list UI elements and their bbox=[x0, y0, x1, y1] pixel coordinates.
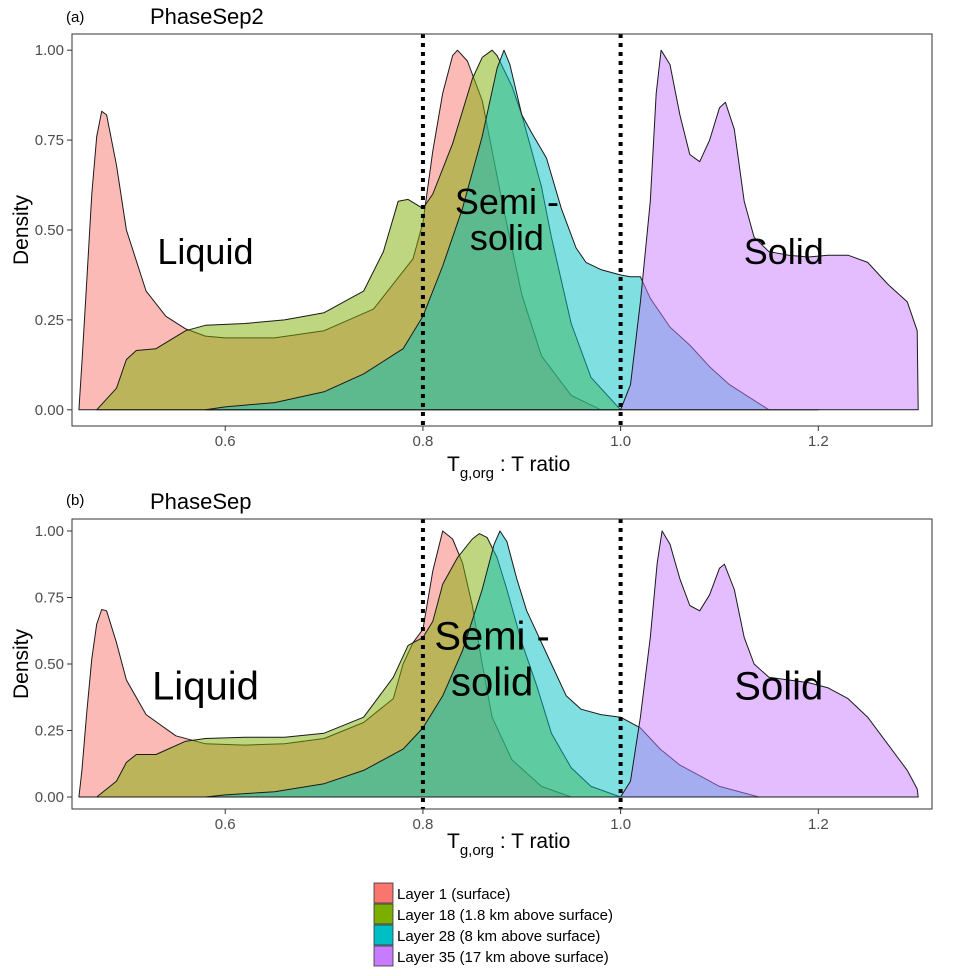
panel-a-y-axis-title: Density bbox=[10, 194, 33, 265]
legend: Layer 1 (surface) Layer 18 (1.8 km above… bbox=[373, 882, 613, 967]
panel-b-y-tick-label: 0.75 bbox=[35, 589, 64, 606]
panel-a-y-tick-label: 1.00 bbox=[35, 42, 64, 59]
legend-label-layer-28: Layer 28 (8 km above surface) bbox=[397, 928, 600, 945]
panel-a-x-axis: 0.6 0.8 1.0 1.2 bbox=[215, 426, 829, 450]
legend-swatch-layer-28 bbox=[373, 924, 394, 946]
panel-a-x-tick-label: 1.0 bbox=[610, 433, 631, 450]
legend-swatch-layer-18 bbox=[373, 903, 394, 925]
legend-swatch-layer-35 bbox=[373, 945, 394, 967]
panel-b-y-tick-label: 0.25 bbox=[35, 723, 64, 740]
panel-b-x-axis-title-subscript: g,org bbox=[460, 842, 494, 859]
panel-a-x-tick-label: 0.6 bbox=[215, 433, 236, 450]
panel-b-region-label: solid bbox=[451, 661, 533, 705]
panel-b-x-tick-label: 1.0 bbox=[610, 816, 631, 833]
panel-b-tag: (b) bbox=[66, 492, 84, 509]
panel-b-y-axis-title: Density bbox=[10, 628, 33, 699]
panel-a-y-tick-label: 0.25 bbox=[35, 312, 64, 329]
panel-b-x-axis: 0.6 0.8 1.0 1.2 bbox=[215, 809, 829, 833]
panel-b-reference-lines bbox=[420, 519, 623, 809]
panel-b-x-tick-label: 1.2 bbox=[808, 816, 829, 833]
panel-b-region-labels: Liquid Semi -solid Solid bbox=[152, 615, 823, 709]
panel-a-region-label: Semi - bbox=[455, 181, 559, 222]
legend-item: Layer 18 (1.8 km above surface) bbox=[373, 903, 613, 925]
panel-b-y-tick-label: 1.00 bbox=[35, 523, 64, 540]
legend-label-layer-35: Layer 35 (17 km above surface) bbox=[397, 949, 609, 966]
panel-a-x-axis-title: Tg,org : T ratio bbox=[447, 453, 570, 482]
panel-a-reference-lines bbox=[420, 34, 623, 426]
panel-b-y-axis: 0.00 0.25 0.50 0.75 1.00 bbox=[35, 523, 72, 806]
legend-label-layer-18: Layer 18 (1.8 km above surface) bbox=[397, 907, 613, 924]
panel-a-region-label: solid bbox=[470, 217, 544, 258]
panel-a-y-tick-label: 0.75 bbox=[35, 132, 64, 149]
panel-a-x-axis-title-subscript: g,org bbox=[460, 465, 494, 482]
panel-a-region-label: Liquid bbox=[157, 231, 253, 272]
panel-a-title: PhaseSep2 bbox=[150, 4, 264, 29]
panel-b-x-axis-title-main: T bbox=[447, 830, 460, 853]
panel-b-area-layer-35 bbox=[620, 530, 919, 798]
panel-b-x-tick-label: 0.6 bbox=[215, 816, 236, 833]
panel-a-region-labels: Liquid Semi -solid Solid bbox=[157, 181, 823, 272]
panel-b-x-tick-label: 0.8 bbox=[412, 816, 433, 833]
panel-a-y-tick-label: 0.50 bbox=[35, 222, 64, 239]
panel-b-x-axis-title-rest: : T ratio bbox=[494, 830, 570, 853]
panel-a-region-label: Solid bbox=[744, 231, 824, 272]
panel-b-x-axis-title: Tg,org : T ratio bbox=[447, 830, 570, 859]
panel-b-region-label: Liquid bbox=[152, 664, 259, 708]
legend-label-layer-1: Layer 1 (surface) bbox=[397, 886, 510, 903]
panel-a-x-axis-title-rest: : T ratio bbox=[494, 453, 570, 476]
panel-a-series bbox=[78, 49, 919, 411]
panel-b-y-tick-label: 0.00 bbox=[35, 789, 64, 806]
panel-b-y-tick-label: 0.50 bbox=[35, 656, 64, 673]
panel-b-series bbox=[78, 530, 919, 798]
panel-a-tag: (a) bbox=[66, 9, 84, 26]
panel-a-x-tick-label: 1.2 bbox=[808, 433, 829, 450]
panel-a-y-tick-label: 0.00 bbox=[35, 402, 64, 419]
panel-a: (a) PhaseSep2 Liquid Semi -solid Solid 0.6… bbox=[10, 4, 933, 482]
panel-a-x-tick-label: 0.8 bbox=[412, 433, 433, 450]
legend-item: Layer 28 (8 km above surface) bbox=[373, 924, 600, 946]
legend-item: Layer 1 (surface) bbox=[373, 882, 510, 904]
panel-a-x-axis-title-main: T bbox=[447, 453, 460, 476]
legend-item: Layer 35 (17 km above surface) bbox=[373, 945, 609, 967]
panel-a-area-layer-35 bbox=[620, 49, 919, 411]
panel-b-region-label: Semi - bbox=[434, 615, 550, 659]
legend-swatch-layer-1 bbox=[373, 882, 394, 904]
panel-b-region-label: Solid bbox=[734, 664, 823, 708]
panel-a-y-axis: 0.00 0.25 0.50 0.75 1.00 bbox=[35, 42, 72, 419]
panel-b-title: PhaseSep bbox=[150, 489, 252, 514]
